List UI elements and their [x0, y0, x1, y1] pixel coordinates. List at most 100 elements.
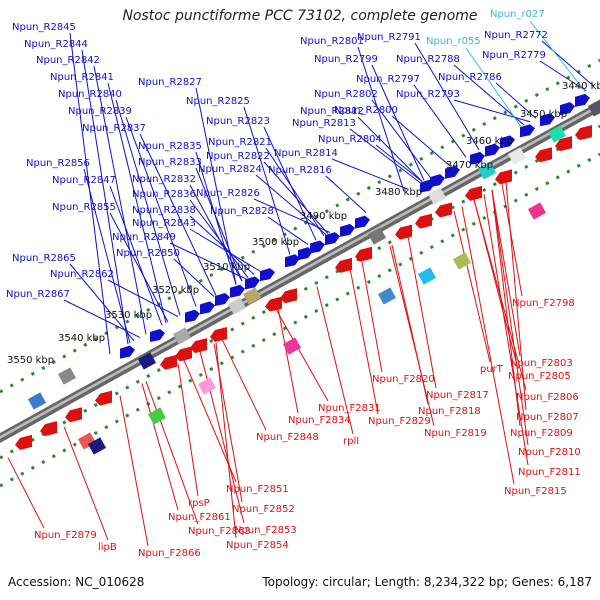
forward-gene-arrow	[160, 354, 177, 370]
reverse-gene-arrow	[298, 247, 313, 261]
gene-block	[547, 125, 567, 143]
gene-block	[507, 147, 527, 165]
label-npun-r2837: Npun_R2837	[82, 123, 146, 134]
gene-block	[172, 327, 192, 345]
reverse-gene-arrow	[245, 276, 260, 290]
leader-line	[183, 359, 237, 483]
reverse-gene-arrow	[430, 174, 445, 188]
label-lipb: lipB	[98, 542, 117, 553]
forward-gene-arrow	[535, 147, 552, 163]
reverse-gene-arrow	[185, 309, 200, 323]
leader-line	[93, 65, 147, 335]
forward-gene-arrow	[210, 327, 227, 343]
forward-gene-arrow	[265, 296, 282, 312]
forward-gene-arrow	[435, 202, 452, 218]
gene-block	[427, 187, 447, 205]
reverse-gene-arrow	[355, 215, 370, 229]
leader-line	[349, 128, 421, 183]
leader-line	[107, 82, 167, 324]
accession-label: Accession: NC_010628	[8, 575, 145, 589]
label-npun-f2851: Npun_F2851	[226, 484, 289, 495]
label-npun-r2844: Npun_R2844	[24, 39, 88, 50]
forward-gene-arrow	[465, 185, 482, 201]
label-npun-f2818: Npun_F2818	[418, 406, 481, 417]
label-npun-r2840: Npun_R2840	[58, 89, 122, 100]
ruler-label-3540-kbp: 3540 kbp	[58, 333, 105, 344]
label-rpli: rplI	[343, 436, 359, 447]
leader-line	[115, 99, 181, 316]
leader-line	[255, 174, 327, 235]
label-npun-f2811: Npun_F2811	[518, 467, 581, 478]
gene-block	[147, 407, 167, 425]
label-npun-r2804: Npun_R2804	[318, 134, 382, 145]
label-npun-r2821: Npun_R2821	[208, 137, 272, 148]
leader-line	[81, 49, 129, 345]
reverse-gene-arrow	[540, 113, 555, 127]
label-npun-f2879: Npun_F2879	[34, 530, 97, 541]
reverse-gene-arrow	[285, 254, 300, 268]
leader-line	[505, 181, 527, 411]
label-npun-f2854: Npun_F2854	[226, 540, 289, 551]
ruler-label-3440-kbp: 3440 kbp	[562, 81, 600, 92]
leader-line	[267, 216, 309, 245]
leader-line	[195, 87, 237, 285]
leader-line	[414, 42, 480, 151]
leader-line	[189, 184, 243, 282]
label-npun-f2853: Npun_F2853	[234, 525, 297, 536]
leader-line	[109, 185, 163, 326]
label-npun-r027: Npun_r027	[490, 9, 545, 20]
label-npun-f2820: Npun_F2820	[372, 374, 435, 385]
reverse-gene-arrow	[260, 268, 275, 282]
leader-line	[173, 258, 215, 297]
label-npun-r2849: Npun_R2849	[112, 232, 176, 243]
leader-line	[215, 342, 237, 539]
gene-block	[282, 337, 302, 355]
label-npun-r2823: Npun_R2823	[206, 116, 270, 127]
label-npun-r2835: Npun_R2835	[138, 141, 202, 152]
label-npun-r2801: Npun_R2801	[300, 36, 364, 47]
label-npun-f2866: Npun_F2866	[138, 548, 201, 559]
ruler-label-3470-kbp: 3470 kbp	[446, 160, 493, 171]
forward-gene-arrow	[175, 346, 192, 362]
leader-line	[371, 64, 425, 181]
label-npun-r2838: Npun_R2838	[132, 205, 196, 216]
label-npun-r2793: Npun_R2793	[396, 89, 460, 100]
label-npun-f2805: Npun_F2805	[508, 371, 571, 382]
ruler-label-3530-kbp: 3530 kbp	[105, 310, 152, 321]
label-npun-r2842: Npun_R2842	[36, 55, 100, 66]
leader-line	[325, 175, 367, 213]
label-npun-r2788: Npun_R2788	[396, 54, 460, 65]
leader-line	[243, 106, 291, 255]
label-npun-r2847: Npun_R2847	[52, 175, 116, 186]
leader-line	[221, 338, 267, 431]
leader-line	[407, 236, 437, 389]
label-npun-r2822: Npun_R2822	[206, 151, 270, 162]
leader-line	[371, 99, 431, 178]
reverse-gene-arrow	[215, 293, 230, 307]
leader-line	[491, 189, 529, 446]
leader-line	[169, 242, 247, 280]
leader-line	[7, 457, 45, 529]
gene-block	[377, 287, 397, 305]
gene-block	[587, 99, 600, 117]
forward-gene-arrow	[280, 288, 297, 304]
leader-line	[539, 60, 587, 92]
label-npun-f2810: Npun_F2810	[518, 447, 581, 458]
reverse-gene-arrow	[500, 135, 515, 149]
leader-line	[501, 184, 523, 297]
leader-line	[357, 116, 423, 182]
leader-line	[483, 194, 529, 466]
forward-gene-arrow	[355, 246, 372, 262]
leader-line	[69, 263, 135, 342]
forward-gene-arrow	[555, 136, 572, 152]
leader-line	[316, 286, 354, 435]
leader-line	[495, 82, 537, 119]
leader-line	[541, 40, 595, 87]
reverse-gene-arrow	[310, 240, 325, 254]
leader-line	[139, 133, 217, 296]
leader-line	[83, 168, 131, 344]
label-npun-r2799: Npun_R2799	[314, 54, 378, 65]
leader-line	[189, 199, 249, 279]
label-npun-r2772: Npun_R2772	[484, 30, 548, 41]
label-npun-r2865: Npun_R2865	[12, 253, 76, 264]
